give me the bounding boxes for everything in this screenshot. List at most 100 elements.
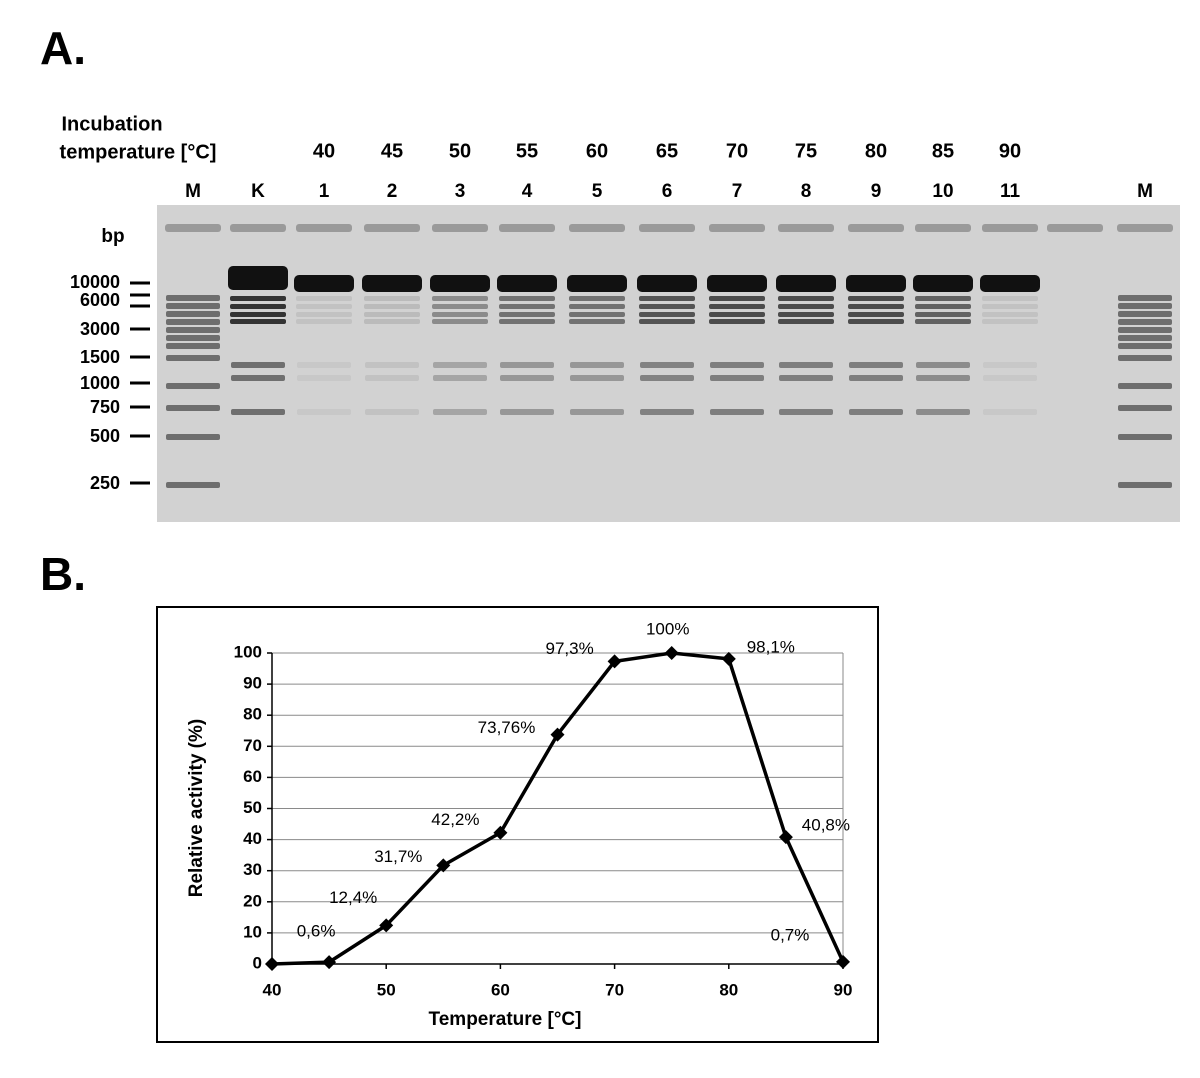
smear-band [848, 296, 904, 301]
minor-band [916, 375, 970, 381]
minor-band [849, 362, 903, 368]
well [364, 224, 420, 232]
minor-band [500, 375, 554, 381]
minor-band [433, 409, 487, 415]
temperature-label: 45 [381, 140, 403, 162]
data-label: 97,3% [545, 639, 593, 658]
y-tick-label: 20 [243, 891, 262, 910]
minor-band [983, 362, 1037, 368]
well [982, 224, 1038, 232]
y-tick-label: 50 [243, 798, 262, 817]
ladder-band [166, 303, 220, 309]
well [165, 224, 221, 232]
bp-marker-label: 1500 [80, 347, 120, 367]
well [778, 224, 834, 232]
main-band [776, 275, 836, 292]
y-tick-label: 30 [243, 860, 262, 879]
well [230, 224, 286, 232]
minor-band [500, 409, 554, 415]
minor-band [916, 409, 970, 415]
ladder-band [166, 383, 220, 389]
main-band [980, 275, 1040, 292]
smear-band [296, 304, 352, 309]
x-tick-label: 90 [834, 980, 853, 999]
temperature-label: 85 [932, 140, 954, 162]
temperature-label: 60 [586, 140, 608, 162]
x-tick-label: 50 [377, 980, 396, 999]
chart: 0 10 20 30 40 50 60 70 80 90 100 40 50 60 70 80 90 0,6% 12… [234, 619, 853, 999]
minor-band [365, 409, 419, 415]
lane-label: 3 [455, 181, 466, 202]
bp-marker-label: 500 [90, 426, 120, 446]
incubation-label: Incubation [61, 113, 162, 135]
panel-label: A. [40, 22, 86, 74]
data-label: 12,4% [329, 888, 377, 907]
bp-marker-label: 3000 [80, 319, 120, 339]
temperature-label: 70 [726, 140, 748, 162]
smear-band [296, 296, 352, 301]
ladder-band [166, 434, 220, 440]
y-tick-label: 40 [243, 829, 262, 848]
x-tick-label: 80 [719, 980, 738, 999]
smear-band [915, 319, 971, 324]
ladder-band [1118, 327, 1172, 333]
marker [721, 651, 736, 666]
temperature-label: 75 [795, 140, 817, 162]
minor-band [231, 375, 285, 381]
ladder-band [1118, 434, 1172, 440]
smear-band [364, 312, 420, 317]
minor-band [779, 362, 833, 368]
ladder-band [1118, 311, 1172, 317]
x-tick-label: 70 [605, 980, 624, 999]
smear-band [230, 304, 286, 309]
data-label: 73,76% [478, 718, 536, 737]
y-tick-label: 80 [243, 705, 262, 724]
smear-band [639, 304, 695, 309]
smear-band [709, 319, 765, 324]
well [848, 224, 904, 232]
smear-band [432, 319, 488, 324]
ladder-band [1118, 482, 1172, 488]
minor-band [710, 409, 764, 415]
marker [493, 825, 508, 840]
main-band [362, 275, 422, 292]
lane-label: 8 [801, 181, 812, 202]
smear-band [230, 312, 286, 317]
smear-band [709, 312, 765, 317]
minor-band [570, 375, 624, 381]
smear-band [915, 304, 971, 309]
lane-label: 5 [592, 181, 603, 202]
minor-band [365, 362, 419, 368]
temperature-label: 40 [313, 140, 335, 162]
ladder-band [166, 311, 220, 317]
minor-band [297, 375, 351, 381]
smear-band [982, 319, 1038, 324]
ladder-band [1118, 335, 1172, 341]
lane-label: M [185, 181, 201, 202]
minor-band [849, 409, 903, 415]
smear-band [296, 319, 352, 324]
minor-band [570, 409, 624, 415]
ladder-band [1118, 383, 1172, 389]
smear-band [499, 296, 555, 301]
smear-band [499, 319, 555, 324]
gel-labels: M K 1 2 3 4 5 6 7 8 9 10 11 M40 45 50 55 60 65 70 75 80 85 9010… [70, 140, 1153, 492]
y-tick-label: 60 [243, 767, 262, 786]
marker [778, 830, 793, 845]
temperature-label: 50 [449, 140, 471, 162]
y-tick-label: 90 [243, 674, 262, 693]
smear-band [432, 312, 488, 317]
main-band [846, 275, 906, 292]
x-axis-label: Temperature [°C] [429, 1009, 582, 1030]
bp-marker-label: 6000 [80, 290, 120, 310]
temperature-label: 65 [656, 140, 678, 162]
lane-label: M [1137, 181, 1153, 202]
main-band [637, 275, 697, 292]
marker [607, 654, 622, 669]
smear-band [499, 304, 555, 309]
data-label: 0,7% [771, 925, 810, 944]
smear-band [778, 319, 834, 324]
ladder-band [1118, 303, 1172, 309]
data-label: 100% [646, 619, 689, 638]
